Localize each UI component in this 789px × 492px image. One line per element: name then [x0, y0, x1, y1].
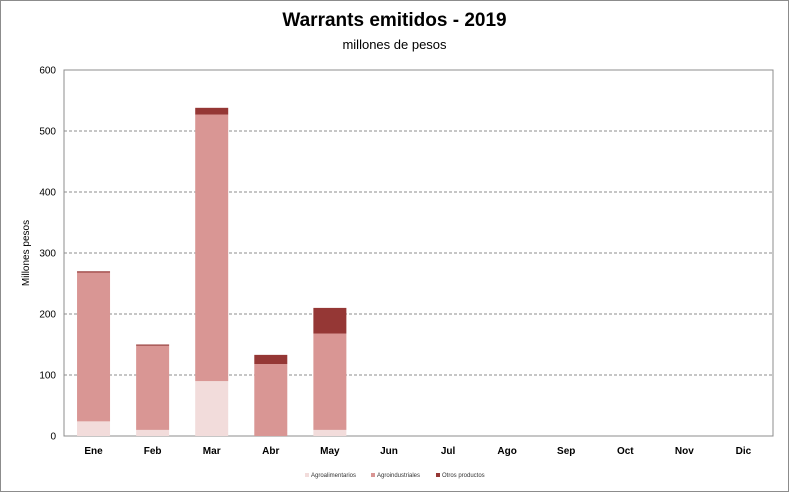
y-tick-label: 300	[39, 249, 56, 260]
legend-swatch	[371, 473, 375, 477]
legend-label: Agroalimentarios	[311, 473, 356, 479]
x-tick-label: Jul	[441, 446, 456, 457]
bar-feb-series-3	[136, 344, 170, 346]
bar-mar-series-3	[195, 107, 229, 115]
chart-title: Warrants emitidos - 2019	[282, 10, 507, 31]
y-tick-label: 0	[50, 432, 56, 443]
x-tick-label: Jun	[380, 446, 398, 457]
bar-mar-series-1	[195, 381, 229, 436]
legend-swatch	[436, 473, 440, 477]
x-tick-label: Ene	[84, 446, 103, 457]
legend-label: Otros productos	[442, 473, 485, 479]
x-tick-label: Feb	[144, 446, 162, 457]
bar-ene-series-2	[77, 272, 111, 422]
bar-ene-series-1	[77, 421, 111, 436]
y-tick-label: 600	[39, 66, 56, 77]
y-tick-label: 400	[39, 188, 56, 199]
legend-swatch	[305, 473, 309, 477]
chart-subtitle: millones de pesos	[342, 37, 447, 52]
x-tick-label: Sep	[557, 446, 575, 457]
y-tick-label: 500	[39, 127, 56, 138]
x-tick-label: Abr	[262, 446, 279, 457]
y-axis-label: Millones pesos	[21, 220, 32, 286]
x-tick-label: May	[320, 446, 340, 457]
bar-abr-series-2	[254, 364, 288, 436]
bar-mar-series-2	[195, 114, 229, 382]
y-tick-label: 200	[39, 310, 56, 321]
x-tick-label: Mar	[203, 446, 221, 457]
bar-may-series-2	[313, 333, 347, 430]
bar-may-series-1	[313, 429, 347, 436]
x-tick-label: Dic	[736, 446, 752, 457]
x-tick-label: Nov	[675, 446, 694, 457]
y-tick-label: 100	[39, 371, 56, 382]
bar-feb-series-2	[136, 345, 170, 430]
x-tick-label: Ago	[497, 446, 516, 457]
x-tick-label: Oct	[617, 446, 634, 457]
bar-feb-series-1	[136, 429, 170, 436]
legend-label: Agroindustriales	[377, 473, 420, 479]
bar-abr-series-3	[254, 354, 288, 365]
bar-may-series-3	[313, 307, 347, 334]
bar-ene-series-3	[77, 271, 111, 273]
